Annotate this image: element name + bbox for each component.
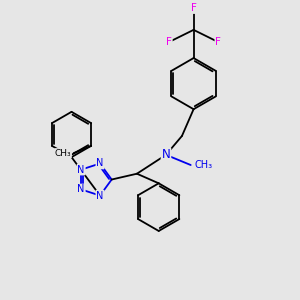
Text: CH₃: CH₃: [194, 160, 212, 170]
Text: CH₃: CH₃: [55, 148, 71, 158]
Text: F: F: [215, 37, 221, 47]
Text: N: N: [77, 184, 85, 194]
Text: N: N: [96, 158, 104, 169]
Text: F: F: [166, 37, 172, 47]
Text: N: N: [77, 165, 85, 175]
Text: F: F: [191, 3, 197, 13]
Text: N: N: [96, 190, 104, 201]
Text: N: N: [162, 148, 170, 161]
